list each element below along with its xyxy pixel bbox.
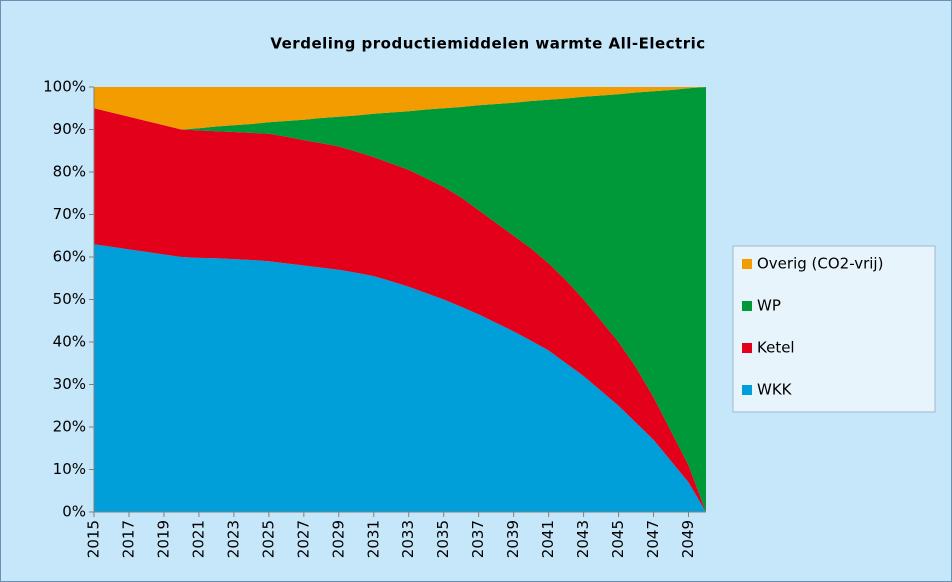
x-tick-label: 2017: [119, 520, 137, 558]
y-tick-label: 30%: [53, 375, 86, 393]
y-tick-label: 40%: [53, 333, 86, 351]
y-tick-label: 10%: [53, 460, 86, 478]
legend-swatch: [742, 259, 752, 269]
x-tick-label: 2025: [259, 520, 277, 558]
x-tick-label: 2023: [224, 520, 242, 558]
area: [94, 244, 706, 512]
x-tick-label: 2047: [644, 520, 662, 558]
x-tick-label: 2015: [85, 520, 103, 558]
x-tick-label: 2031: [364, 520, 382, 558]
x-tick-label: 2045: [609, 520, 627, 558]
x-tick-label: 2027: [294, 520, 312, 558]
legend-swatch: [742, 385, 752, 395]
legend-box: [732, 245, 936, 413]
y-tick-label: 50%: [53, 290, 86, 308]
legend-swatch: [742, 343, 752, 353]
area: [94, 87, 706, 130]
y-tick-label: 0%: [62, 503, 86, 521]
chart-title: Verdeling productiemiddelen warmte All-E…: [270, 35, 705, 53]
legend-label: Ketel: [757, 339, 795, 357]
x-tick-label: 2037: [469, 520, 487, 558]
area: [94, 87, 706, 512]
x-tick-label: 2039: [504, 520, 522, 558]
x-tick-label: 2043: [574, 520, 592, 558]
x-tick-label: 2035: [434, 520, 452, 558]
x-tick-label: 2041: [539, 520, 557, 558]
x-tick-label: 2019: [154, 520, 172, 558]
x-tick-label: 2049: [679, 520, 697, 558]
y-tick-label: 80%: [53, 163, 86, 181]
x-tick-label: 2033: [399, 520, 417, 558]
y-tick-label: 90%: [53, 120, 86, 138]
legend-swatch: [742, 301, 752, 311]
legend-label: Overig (CO2-vrij): [757, 255, 883, 273]
x-tick-label: 2021: [189, 520, 207, 558]
area: [94, 108, 706, 512]
legend-label: WKK: [757, 381, 793, 399]
y-tick-label: 100%: [43, 78, 86, 96]
y-tick-label: 60%: [53, 248, 86, 266]
x-tick-label: 2029: [329, 520, 347, 558]
y-tick-label: 70%: [53, 205, 86, 223]
legend-label: WP: [757, 297, 781, 315]
y-tick-label: 20%: [53, 418, 86, 436]
